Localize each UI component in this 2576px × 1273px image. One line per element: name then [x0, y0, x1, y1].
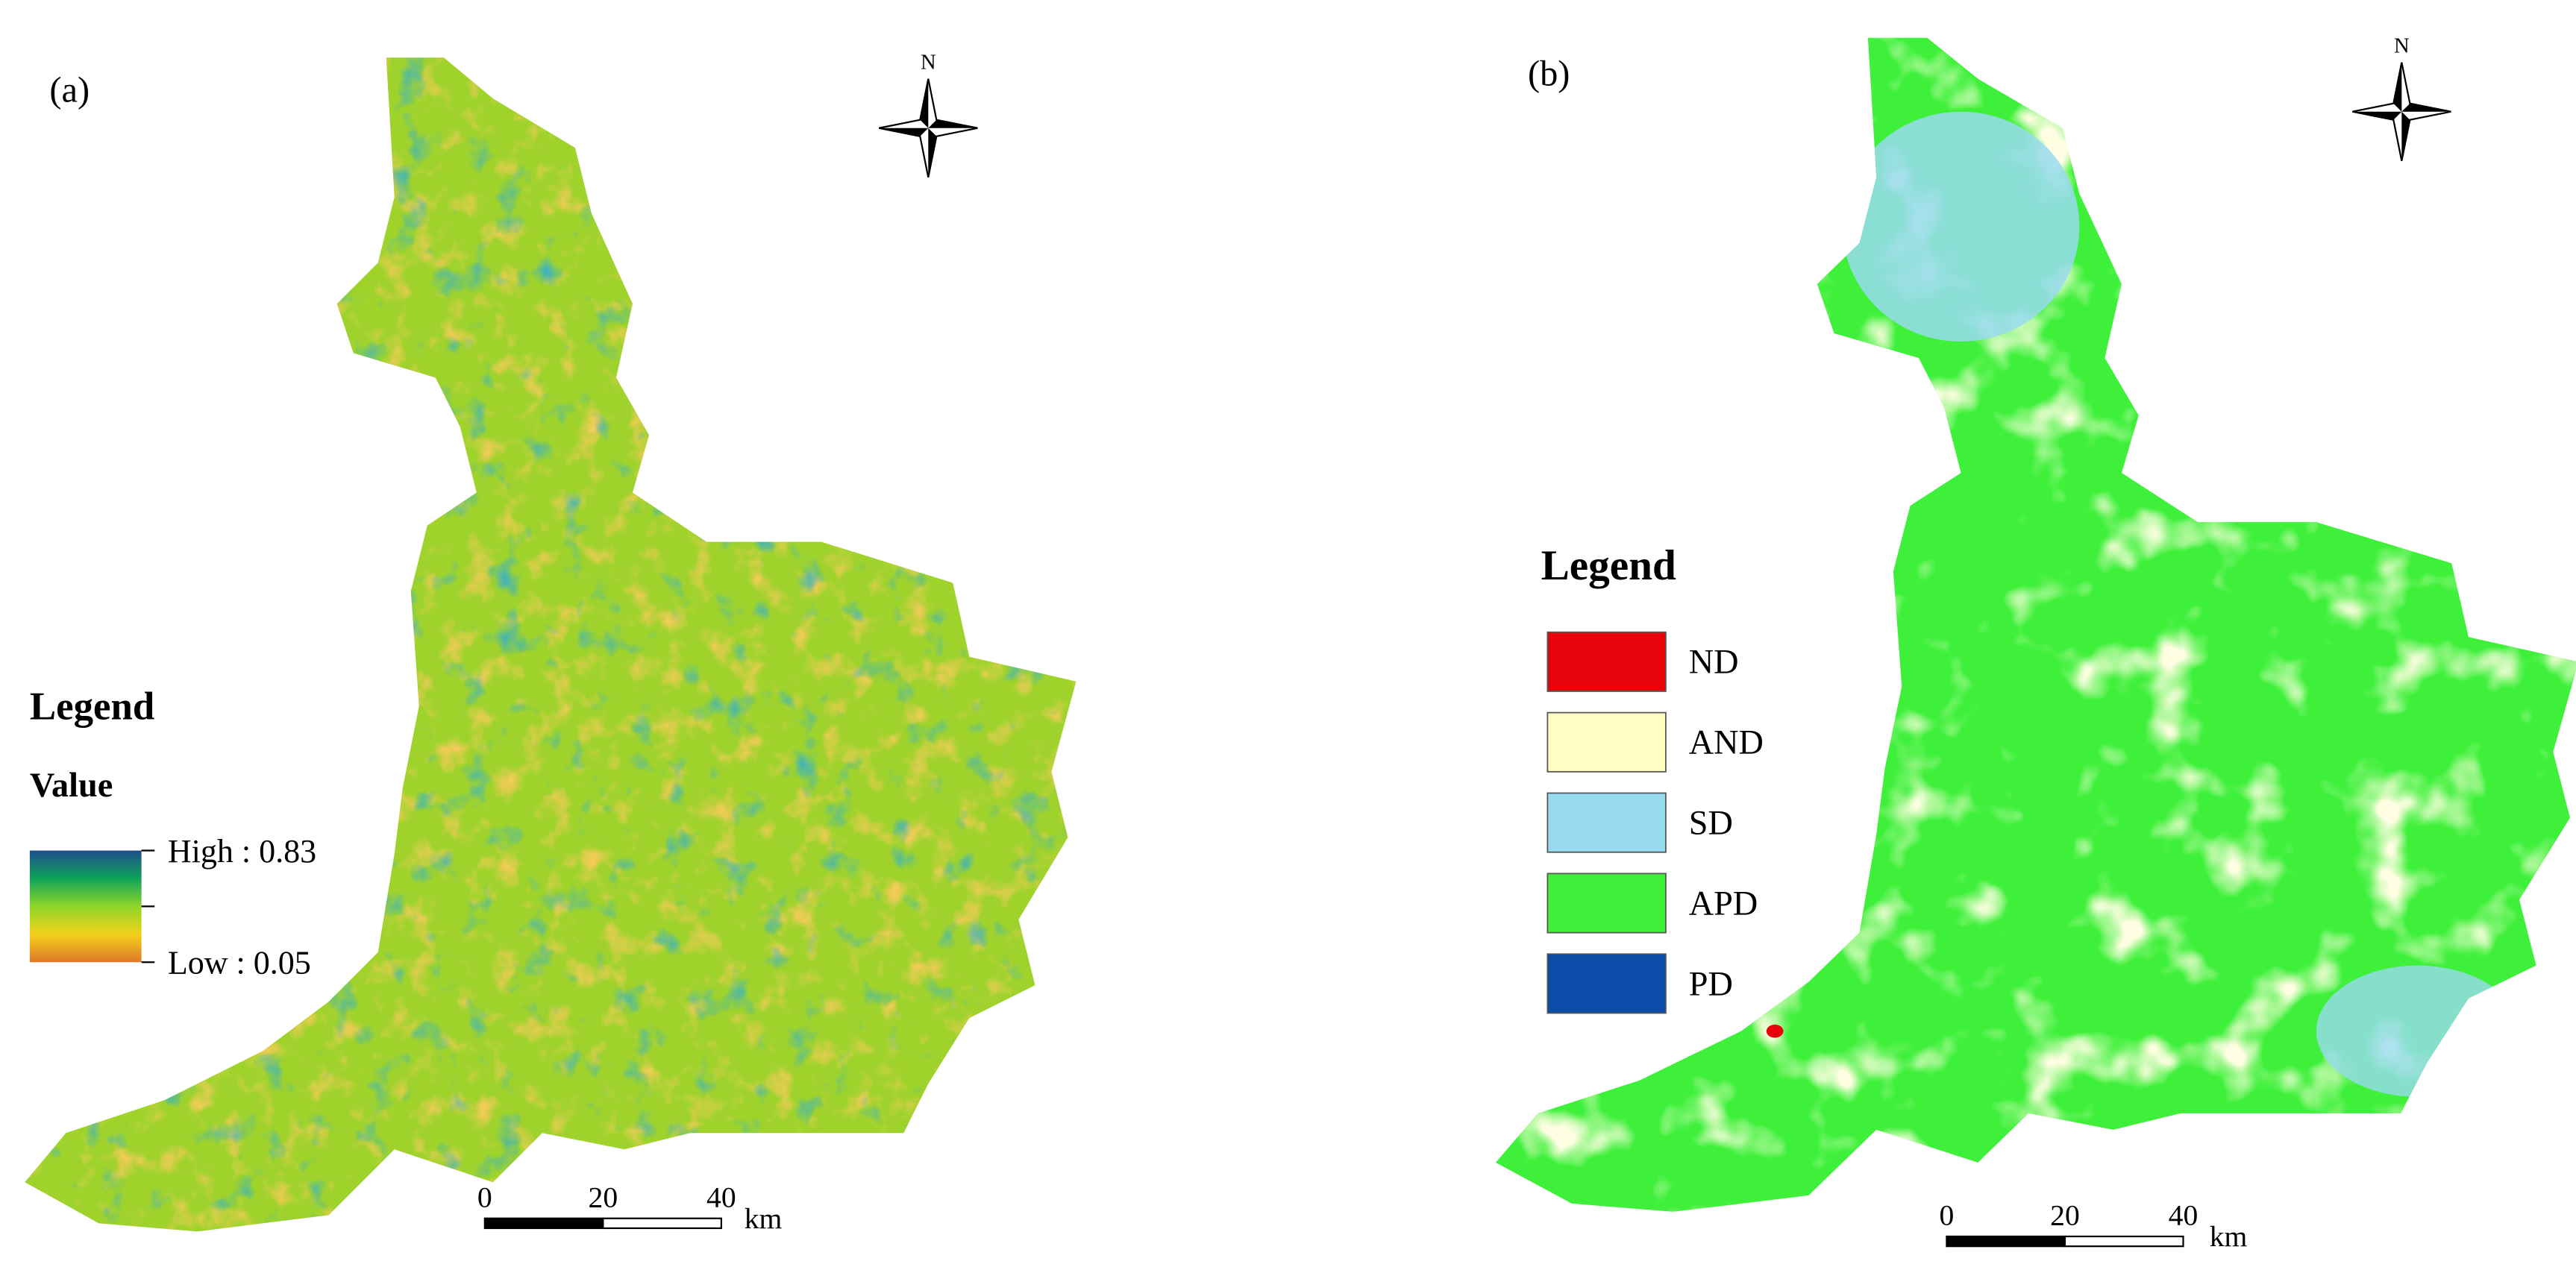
- scale-tick: 0: [1940, 1199, 1955, 1232]
- legend-high: High : 0.83: [168, 833, 316, 870]
- legend-label: PD: [1689, 964, 1733, 1002]
- legend-label: SD: [1689, 804, 1733, 842]
- north-label: N: [2394, 34, 2410, 57]
- scale-bar: 0 20 40 km: [1940, 1199, 2248, 1254]
- scale-tick: 20: [589, 1181, 618, 1213]
- legend-swatch: [1546, 953, 1667, 1014]
- north-label: N: [921, 50, 936, 74]
- north-arrow: N: [879, 50, 978, 178]
- legend-swatch: [1546, 792, 1667, 853]
- scale-tick: 40: [706, 1181, 736, 1213]
- legend-swatch: [1546, 873, 1667, 934]
- scale-unit: km: [745, 1202, 783, 1235]
- scale-bar: 0 20 40 km: [477, 1181, 783, 1235]
- legend-low: Low : 0.05: [168, 945, 311, 981]
- scale-tick: 40: [2169, 1199, 2199, 1232]
- legend-items: ND AND SD APD PD: [1546, 631, 1764, 1014]
- legend-label: ND: [1689, 643, 1739, 681]
- legend-title: Legend: [30, 685, 154, 728]
- legend-title: Legend: [1541, 542, 1676, 589]
- ramp-ticks: [141, 849, 155, 964]
- scale-tick: 20: [2050, 1199, 2080, 1232]
- north-arrow: N: [2352, 34, 2451, 161]
- scale-unit: km: [2210, 1220, 2248, 1253]
- color-ramp: [29, 850, 142, 963]
- legend-subtitle: Value: [30, 766, 113, 804]
- legend-swatch: [1546, 631, 1667, 692]
- legend-label: AND: [1689, 723, 1764, 761]
- map-b: [1495, 37, 2576, 1212]
- legend-label: APD: [1689, 884, 1758, 922]
- legend-swatch: [1546, 711, 1667, 773]
- panel-label: (b): [1528, 54, 1570, 93]
- panel-label: (a): [49, 71, 90, 110]
- scale-tick: 0: [477, 1181, 492, 1213]
- map-a: [25, 57, 1077, 1232]
